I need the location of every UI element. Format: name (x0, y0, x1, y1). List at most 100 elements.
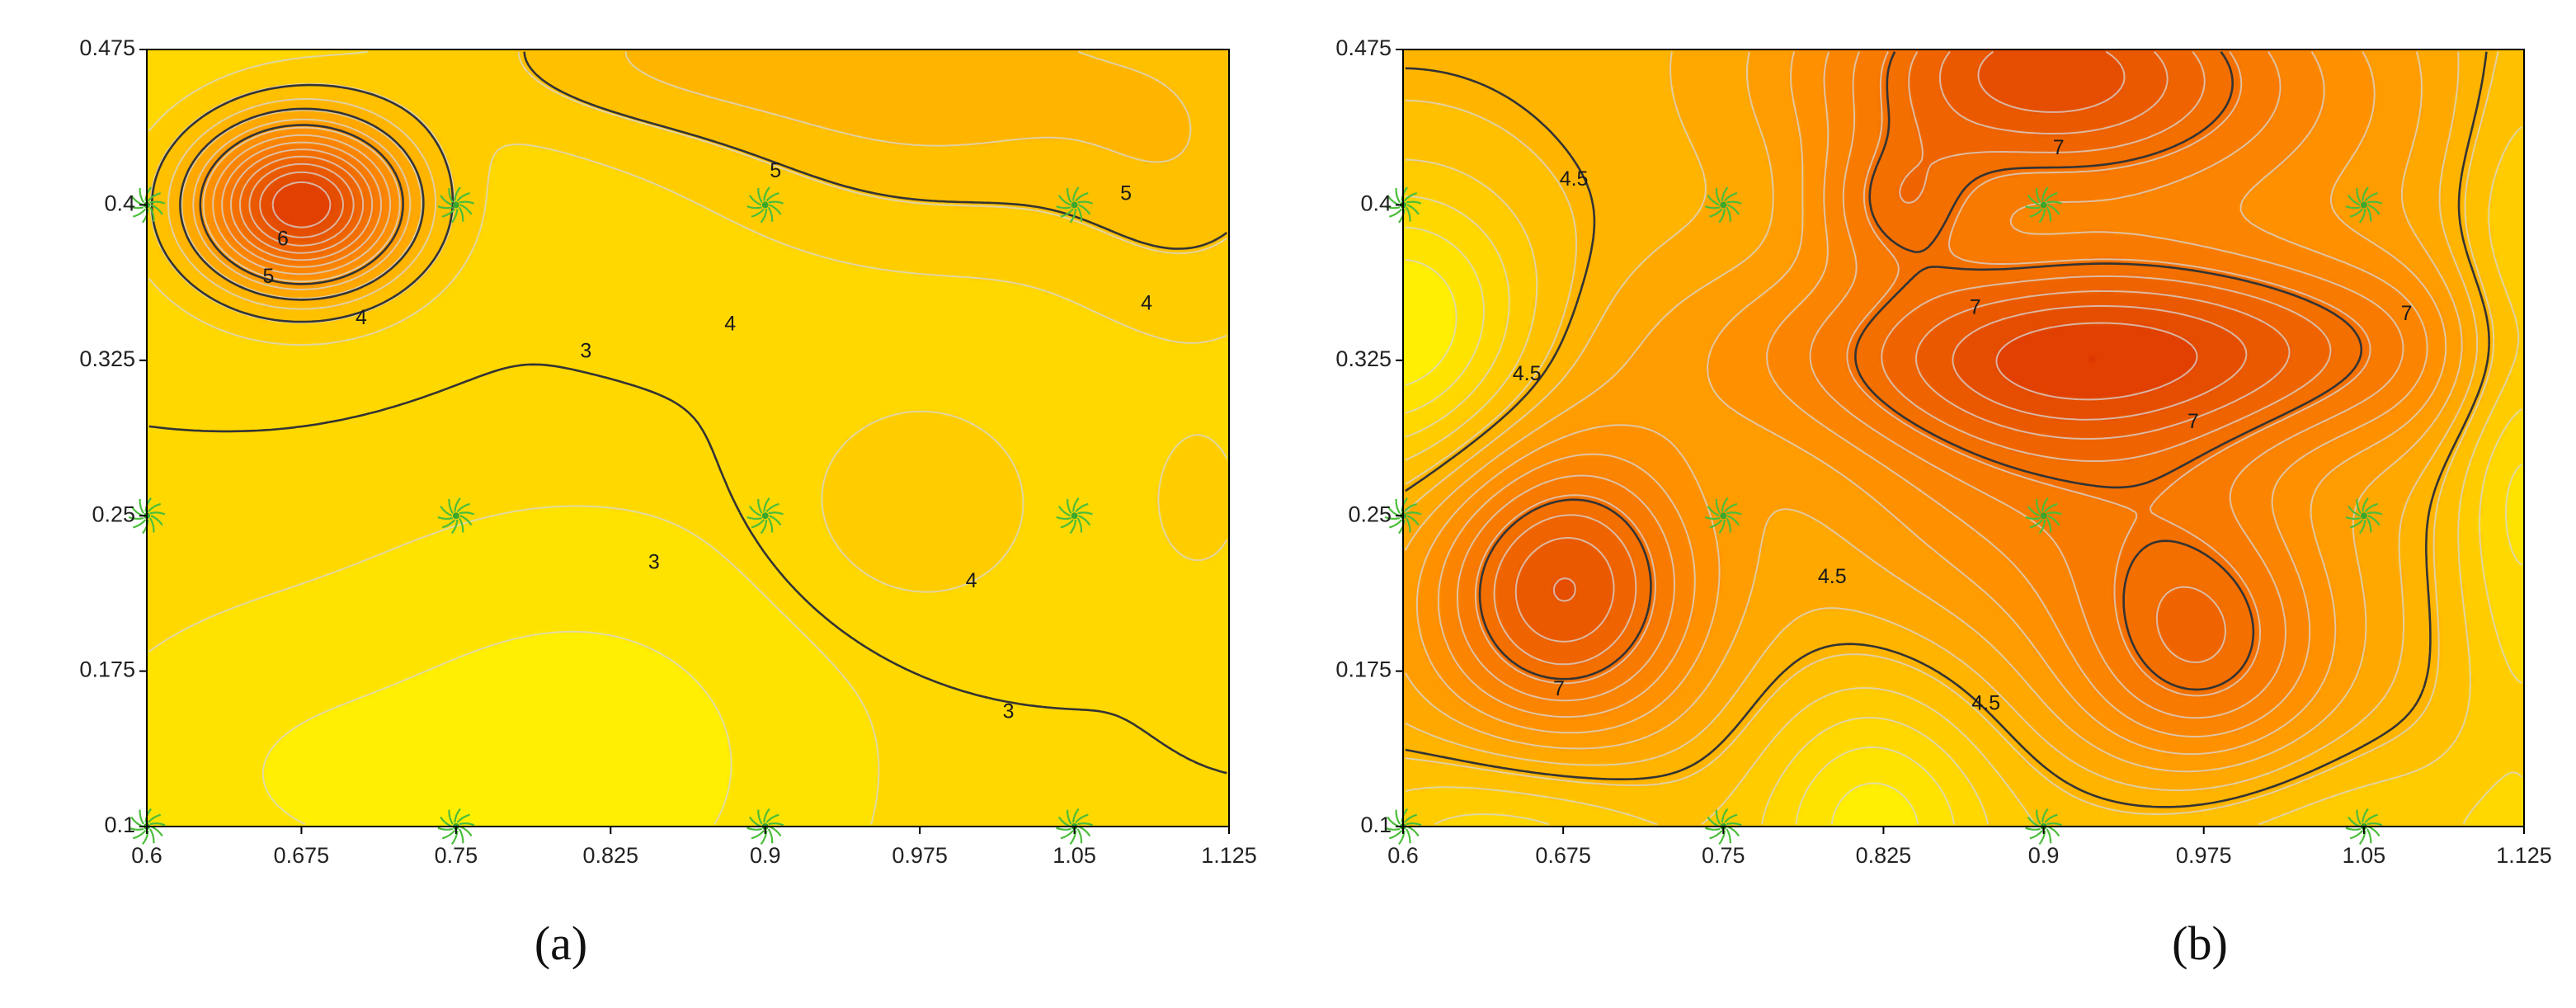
panel-label-a: (a) (534, 916, 588, 970)
contour-label: 4 (356, 306, 367, 329)
contour-label: 7 (2053, 136, 2065, 159)
contour-line-minor (1995, 322, 2198, 401)
x-tick-label: 0.675 (274, 843, 330, 868)
contour-label: 3 (648, 551, 660, 574)
x-tick-label: 0.6 (131, 843, 162, 868)
source-marker-icon (2025, 186, 2062, 224)
contour-label: 7 (1970, 296, 1981, 319)
contour-label: 4.5 (1971, 691, 2000, 714)
y-tick-label: 0.175 (79, 657, 135, 682)
y-tick-label: 0.325 (79, 346, 135, 371)
contour-line-minor (1456, 51, 2404, 719)
source-marker-icon (746, 497, 784, 535)
y-tick-label: 0.475 (79, 35, 135, 60)
chart-panel-b: 4.5 7 7 7 4.5 7 4.5 4.5 7 0.6 0.675 0.75 0.825 0.9 0.9… (1288, 0, 2576, 1008)
contour-line-minor (248, 163, 355, 247)
contour-label: 4 (966, 569, 977, 592)
contour-line-minor (1437, 51, 2428, 737)
contour-line-minor (148, 50, 1228, 593)
contour-line-minor (202, 126, 401, 283)
x-tick-label: 0.975 (2176, 843, 2232, 868)
source-marker-icon (1056, 186, 1093, 224)
source-marker-icon (746, 186, 784, 224)
y-tick-label: 0.4 (104, 191, 135, 216)
y-tick-label: 0.325 (1335, 346, 1392, 371)
contour-label: 3 (1003, 699, 1015, 723)
contour-line-minor (271, 181, 332, 228)
contour-label: 5 (770, 159, 781, 182)
contour-line-minor (212, 134, 392, 276)
source-marker-icon (746, 808, 784, 845)
contour-line-minor (229, 148, 374, 261)
chart-panel-a: 6 5 4 3 4 5 5 4 3 4 3 0.6 0.675 0.75 0.825 0.9 0.975 1.05… (0, 0, 1287, 1008)
contour-label: 4.5 (1560, 167, 1589, 191)
contour-label: 4.5 (1818, 565, 1847, 588)
contour-label: 5 (262, 265, 274, 288)
x-tick-label: 0.825 (582, 843, 638, 868)
contour-chart-b: 4.5 7 7 7 4.5 7 4.5 4.5 7 0.6 0.675 0.75 0.825 0.9 0.9… (1335, 35, 2552, 868)
contour-line-minor (1405, 51, 2499, 815)
contour-fill (147, 49, 1229, 827)
contour-line-5 (179, 107, 425, 301)
source-marker-icon (2025, 808, 2062, 845)
contour-line-minor (1405, 125, 2522, 826)
x-tick-label: 0.75 (1702, 843, 1745, 868)
y-tick-label: 0.475 (1335, 35, 1392, 60)
contour-line-minor (221, 141, 383, 268)
contour-line-6 (199, 124, 404, 285)
source-marker-icon (1384, 497, 1422, 535)
x-tick-label: 0.675 (1535, 843, 1591, 868)
contour-line-7 (1478, 50, 2363, 691)
source-marker-icon (437, 497, 475, 535)
contour-line-4 (150, 51, 1228, 323)
contour-line-3 (148, 363, 1227, 775)
source-marker-icon (1704, 497, 1742, 535)
plot-frame (1402, 49, 2525, 827)
contour-line-minor (1404, 51, 2463, 773)
x-tick-label: 1.05 (2343, 843, 2386, 868)
contour-line-minor (192, 118, 412, 290)
source-marker-icon (2025, 497, 2062, 535)
contour-label: 6 (277, 228, 289, 251)
x-tick-label: 0.9 (2028, 843, 2060, 868)
contour-label: 3 (580, 339, 591, 362)
contour-line-minor (1405, 51, 2479, 792)
contour-line-minor (148, 505, 880, 825)
y-tick-label: 0.4 (1360, 191, 1392, 216)
x-tick-label: 0.6 (1387, 843, 1419, 868)
contour-label: 7 (1553, 677, 1565, 700)
plot-frame (146, 49, 1230, 827)
y-tick-label: 0.1 (104, 813, 135, 837)
contour-fill (1403, 49, 2524, 827)
contour-line-minor (238, 155, 365, 254)
contour-label: 4.5 (1513, 362, 1542, 385)
source-marker-icon (1704, 186, 1742, 224)
x-tick-label: 0.75 (435, 843, 478, 868)
source-marker-icon (1056, 497, 1093, 535)
contour-line-4-5 (1405, 51, 2490, 808)
contour-line-minor (259, 171, 344, 238)
contour-label: 4 (1141, 292, 1152, 315)
x-tick-label: 1.125 (1201, 843, 1257, 868)
y-tick-label: 0.25 (1348, 502, 1392, 526)
contour-line-minor (1493, 51, 2332, 666)
x-tick-label: 1.125 (2496, 843, 2552, 868)
x-tick-label: 0.825 (1856, 843, 1912, 868)
source-marker-icon (437, 186, 475, 224)
source-marker-icon (2345, 497, 2383, 535)
contour-line-minor (1405, 258, 1919, 825)
panel-label-b: (b) (2172, 916, 2228, 970)
contour-line-minor (1405, 195, 2522, 826)
contour-label: 4 (724, 313, 736, 336)
x-tick-label: 1.05 (1053, 843, 1096, 868)
x-tick-label: 0.9 (750, 843, 781, 868)
y-tick-label: 0.1 (1360, 813, 1392, 837)
contour-line-minor (1474, 51, 2371, 697)
x-tick-label: 0.975 (892, 843, 948, 868)
source-marker-icon (128, 808, 166, 845)
contour-label: 7 (2187, 410, 2199, 433)
contour-line-minor (167, 50, 1192, 310)
source-marker-icon (2345, 186, 2383, 224)
contour-line-minor (1552, 50, 2248, 602)
